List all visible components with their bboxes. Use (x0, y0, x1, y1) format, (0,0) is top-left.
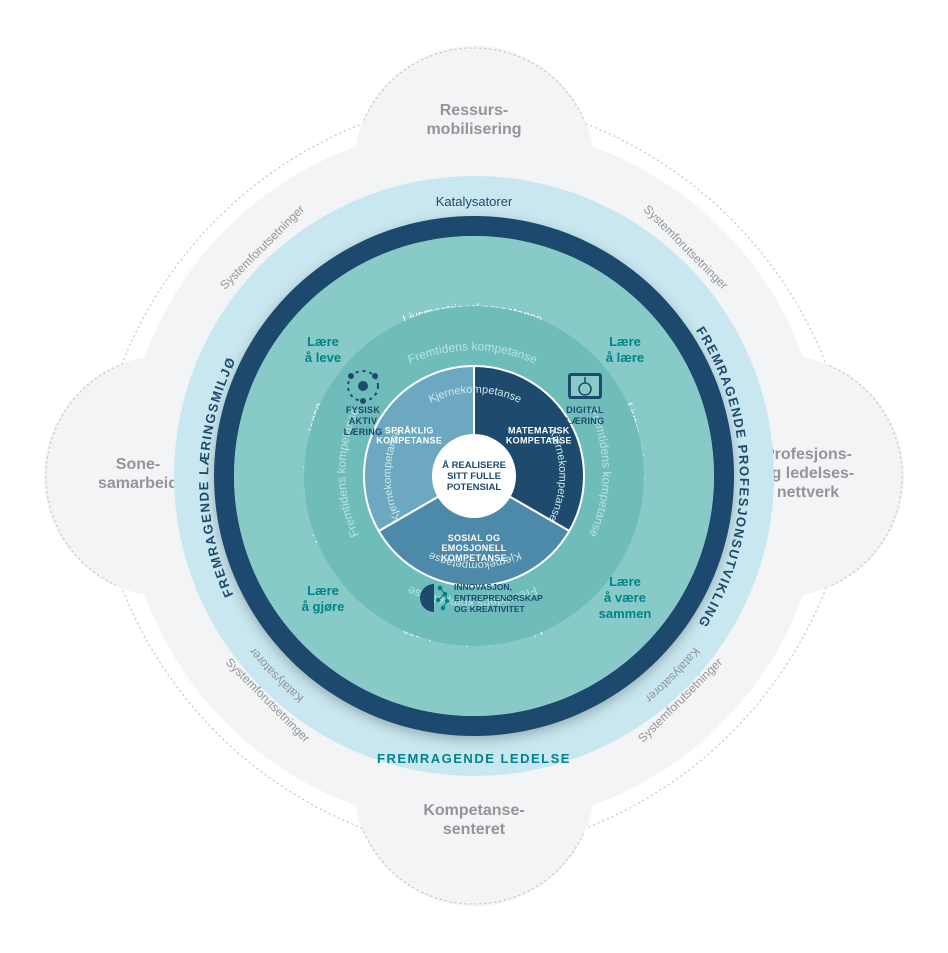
lobe-top-l2: mobilisering (426, 121, 521, 138)
pie-label: MATEMATISK (508, 426, 570, 436)
svg-text:OG KREATIVITET: OG KREATIVITET (454, 604, 525, 614)
center-l1: Å REALISERE (442, 460, 506, 471)
svg-text:å gjøre: å gjøre (302, 599, 345, 614)
svg-text:å være: å være (604, 590, 646, 605)
lobe-left-l1: Sone- (116, 456, 160, 473)
digital-icon (568, 373, 602, 399)
center-l3: POTENSIAL (447, 482, 502, 493)
lobe-bottom-l1: Kompetanse- (423, 802, 524, 819)
lobe-right-l1: Profesjons- (764, 446, 852, 463)
lobe-bottom-l2: senteret (443, 821, 506, 838)
pie-label: EMOSJONELL (441, 543, 506, 553)
svg-text:LÆRING: LÆRING (566, 416, 605, 426)
arc-title-bottom: FREMRAGENDE LEDELSE (377, 751, 571, 766)
competence-diagram: Ressurs- mobilisering Kompetanse- senter… (0, 0, 948, 953)
center-l2: SITT FULLE (447, 471, 501, 482)
svg-text:å lære: å lære (606, 350, 644, 365)
lobe-left-l2: samarbeid (98, 475, 178, 492)
svg-text:AKTIV: AKTIV (349, 416, 378, 426)
katalysatorer-top: Katalysatorer (436, 194, 513, 209)
pie-label: SOSIAL OG (448, 533, 501, 543)
svg-text:Lære: Lære (609, 574, 641, 589)
svg-text:Lære: Lære (307, 334, 339, 349)
svg-text:å leve: å leve (305, 350, 341, 365)
svg-text:DIGITAL: DIGITAL (566, 405, 604, 415)
svg-text:sammen: sammen (599, 606, 652, 621)
lobe-top-l1: Ressurs- (440, 102, 508, 119)
svg-text:Lære: Lære (307, 583, 339, 598)
lobe-right-l2: og ledelses- (762, 465, 854, 482)
svg-text:INNOVASJON,: INNOVASJON, (454, 582, 512, 592)
svg-text:Lære: Lære (609, 334, 641, 349)
lobe-right-l3: nettverk (777, 484, 839, 501)
svg-text:ENTREPRENØRSKAP: ENTREPRENØRSKAP (454, 593, 543, 603)
svg-text:FYSISK: FYSISK (346, 405, 381, 415)
svg-text:LÆRING: LÆRING (344, 427, 383, 437)
